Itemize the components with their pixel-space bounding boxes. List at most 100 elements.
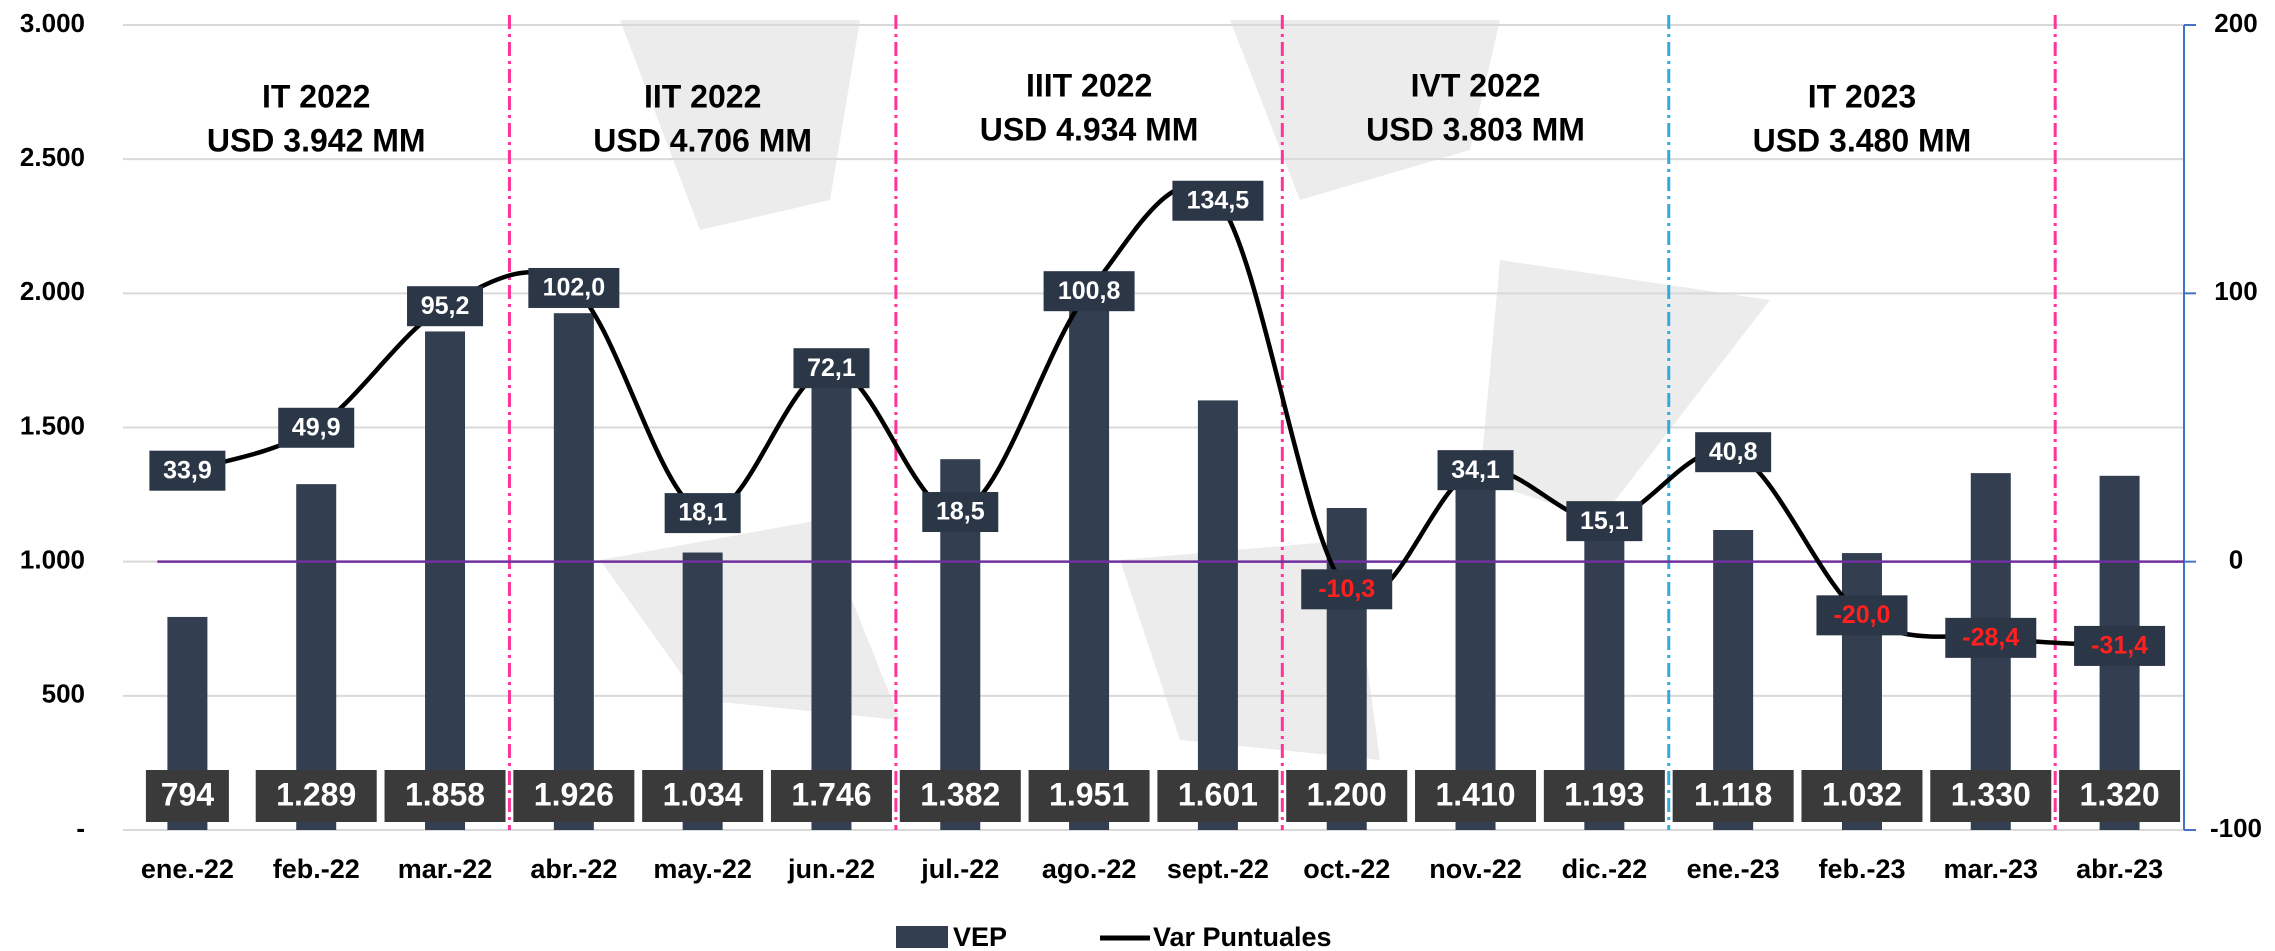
period-total: USD 4.706 MM [593,122,812,158]
bar-label-box [255,770,377,822]
bar-label-box [1286,770,1408,822]
bar-value-label: 1.320 [2080,776,2160,812]
x-tick-label: may.-22 [653,854,752,884]
line-value-label: 15,1 [1580,507,1629,535]
line-value-label: 33,9 [163,456,212,484]
y2-tick-label: 0 [2229,545,2243,575]
bar [425,331,466,830]
y-tick-label: 3.000 [20,8,85,38]
bar-value-label: 1.410 [1435,776,1515,812]
bar-label-box [770,770,892,822]
line-value-label: 100,8 [1058,277,1121,305]
bar-value-label: 1.951 [1049,776,1129,812]
bar-value-label: 1.193 [1564,776,1644,812]
period-title: IIT 2022 [644,78,761,114]
x-tick-label: mar.-22 [398,854,493,884]
line-label-box [2074,625,2166,666]
period-title: IT 2022 [262,78,371,114]
bar-value-label: 1.330 [1951,776,2031,812]
y-tick-label: 1.500 [20,410,85,440]
y-tick-label: 2.000 [20,276,85,306]
line-label-box [1566,501,1643,542]
y-tick-label: 1.000 [20,545,85,575]
bar-label-box [1930,770,2052,822]
y2-tick-label: -100 [2210,813,2262,843]
x-tick-label: oct.-22 [1303,854,1390,884]
line-label-box [149,450,226,491]
period-total: USD 3.803 MM [1366,111,1585,147]
line-value-label: -31,4 [2091,632,2148,660]
line-label-box [793,348,870,389]
bar-value-label: 1.926 [534,776,614,812]
y-tick-label: 2.500 [20,142,85,172]
period-title: IIIT 2022 [1026,67,1152,103]
bar [1197,400,1238,830]
period-total: USD 3.480 MM [1753,122,1972,158]
line-label-box [1945,617,2037,658]
bar-label-box [1415,770,1537,822]
x-tick-label: jun.-22 [787,854,875,884]
line-value-label: -10,3 [1318,575,1375,603]
line-label-box [1437,450,1514,491]
bar-value-label: 794 [161,776,215,812]
bar-value-label: 1.382 [920,776,1000,812]
x-tick-label: jul.-22 [920,854,999,884]
x-tick-label: abr.-22 [530,854,617,884]
y-tick-label: - [76,813,85,843]
period-title: IVT 2022 [1411,67,1541,103]
bar-label-box [513,770,635,822]
period-total: USD 3.942 MM [207,122,426,158]
line-value-label: 134,5 [1187,186,1250,214]
x-tick-label: dic.-22 [1562,854,1648,884]
line-label-box [1695,432,1772,473]
x-tick-label: ene.-23 [1687,854,1780,884]
x-tick-label: abr.-23 [2076,854,2163,884]
period-total: USD 4.934 MM [980,111,1199,147]
line-value-label: -28,4 [1962,623,2019,651]
line-label-box [1043,271,1135,312]
bar [1069,306,1110,830]
line-label-box [1172,180,1264,221]
x-tick-label: nov.-22 [1429,854,1522,884]
x-tick-label: ene.-22 [141,854,234,884]
line-value-label: 18,1 [678,499,727,527]
bar-value-label: 1.200 [1307,776,1387,812]
bar-label-box [1157,770,1279,822]
legend-label: VEP [953,922,1007,951]
line-label-box [922,492,999,533]
bar-label-box [384,770,506,822]
line-value-label: 72,1 [807,354,856,382]
bar-value-label: 1.034 [663,776,743,812]
bar [1455,451,1496,830]
legend-swatch [896,926,948,948]
bar-value-label: 1.118 [1694,776,1772,812]
bar-label-box [899,770,1021,822]
line-value-label: 49,9 [292,413,341,441]
bar-label-box [1801,770,1923,822]
line-label-box [528,267,620,308]
line-value-label: 18,5 [936,498,985,526]
bar-label-box [1672,770,1794,822]
period-title: IT 2023 [1808,78,1917,114]
bar-label-box [1543,770,1665,822]
line-value-label: 34,1 [1451,456,1500,484]
bar-label-box [1028,770,1150,822]
y2-tick-label: 200 [2214,8,2257,38]
bar-value-label: 1.289 [276,776,356,812]
bar-label-box [642,770,764,822]
bar [811,361,852,830]
legend-label: Var Puntuales [1153,922,1332,951]
line-label-box [1301,569,1393,610]
y2-tick-label: 100 [2214,276,2257,306]
line-label-box [407,286,484,327]
line-value-label: 102,0 [543,274,606,302]
x-tick-label: feb.-22 [273,854,360,884]
line-label-box [664,493,741,534]
bar [553,313,594,830]
line-label-box [278,407,355,448]
bar-value-label: 1.746 [791,776,871,812]
x-tick-label: feb.-23 [1818,854,1905,884]
bar-value-label: 1.032 [1822,776,1902,812]
x-tick-label: sept.-22 [1167,854,1269,884]
